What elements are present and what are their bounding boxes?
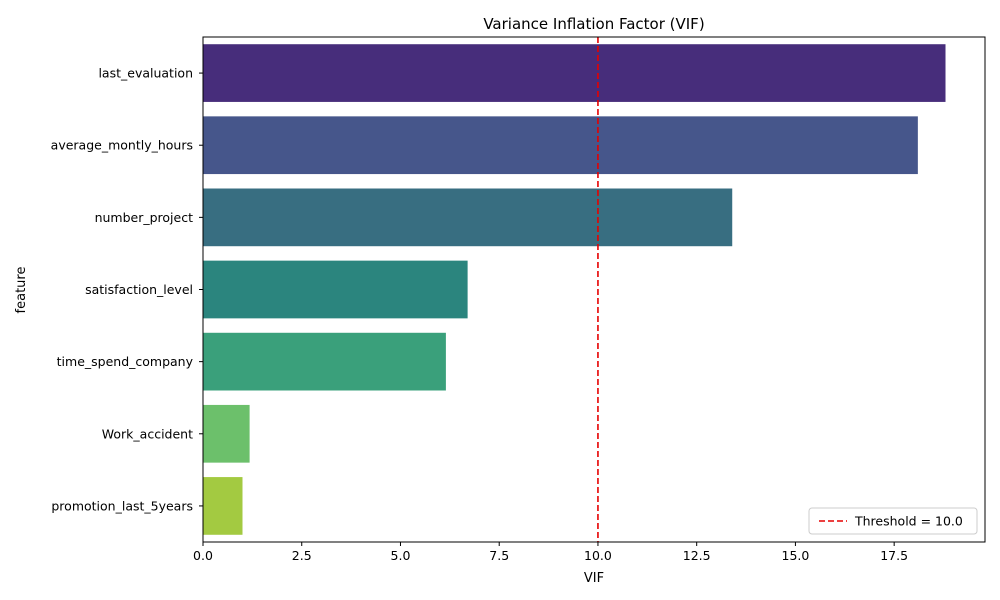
bar-promotion_last_5years	[203, 477, 243, 535]
legend-box	[808, 507, 978, 535]
bar-number_project	[203, 188, 733, 247]
x-tick-label: 2.5	[292, 548, 312, 563]
bar-average_montly_hours	[203, 116, 918, 175]
y-tick-label: average_montly_hours	[51, 138, 193, 153]
bar-satisfaction_level	[203, 260, 468, 319]
axes-layer: last_evaluation average_montly_hoursnumbe…	[51, 36, 986, 563]
x-axis-title: VIF	[584, 571, 604, 586]
y-tick-label: time_spend_company	[57, 354, 194, 369]
x-tick-label: 10.0	[584, 548, 612, 563]
x-tick-label: 0.0	[193, 548, 213, 563]
bars-layer	[203, 44, 946, 535]
x-tick-label: 17.5	[880, 548, 908, 563]
legend: Threshold = 10.0	[808, 507, 978, 535]
x-tick-label: 7.5	[489, 548, 509, 563]
chart-title: Variance Inflation Factor (VIF)	[483, 15, 704, 33]
y-axis-title: feature	[14, 267, 29, 314]
legend-label: Threshold = 10.0	[854, 514, 963, 529]
y-tick-label: last_evaluation	[98, 66, 193, 81]
plot-frame	[202, 36, 986, 543]
bar-time_spend_company	[203, 332, 446, 391]
x-tick-label: 5.0	[391, 548, 411, 563]
y-tick-label: number_project	[95, 210, 194, 225]
bar-last_evaluation	[203, 44, 946, 102]
y-tick-label: promotion_last_5years	[51, 498, 193, 513]
x-tick-label: 12.5	[683, 548, 711, 563]
y-tick-label: satisfaction_level	[85, 282, 193, 297]
y-tick-label: Work_accident	[102, 426, 193, 441]
x-tick-label: 15.0	[782, 548, 810, 563]
bar-Work_accident	[203, 404, 250, 463]
